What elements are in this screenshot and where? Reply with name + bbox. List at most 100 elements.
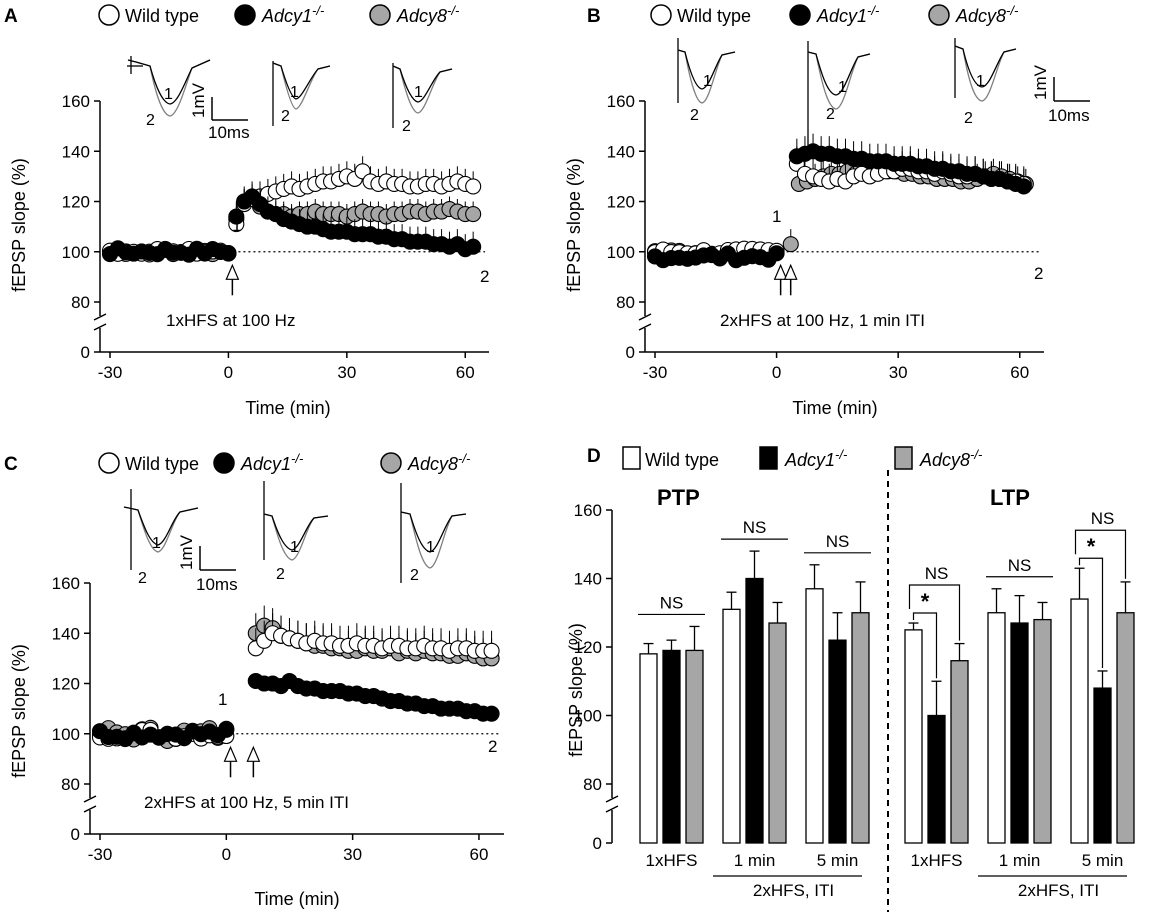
point-label-1: 1 [218, 690, 227, 709]
trace-label-1: 1 [164, 86, 173, 103]
panel-a: A Wild type Adcy1-/- Adcy8-/- 1 2 1 2 [4, 3, 489, 418]
bar-adcy8 [1033, 618, 1052, 844]
legend-marker-adcy1 [759, 446, 778, 470]
plot-area: 0 80 100 120 140 160 1xHFS 1 min 5 min 1xHFS 1 min… [574, 501, 1135, 900]
x-axis-title: Time (min) [245, 398, 330, 418]
y-tick-label: 160 [62, 92, 90, 111]
x-tick-label: 30 [343, 845, 362, 864]
fepsp-trace-wild-type: 1 2 [677, 38, 736, 124]
scale-bar-vertical-label: 1mV [189, 82, 208, 118]
legend-label-wild-type: Wild type [645, 450, 719, 470]
stimulus-arrow [223, 745, 238, 762]
y-tick-label: 0 [71, 825, 80, 844]
legend-label-wild-type: Wild type [125, 454, 199, 474]
y-tick-label: 140 [62, 142, 90, 161]
panel-d: D Wild type Adcy1-/- Adcy8-/- PTP LTP 0 8… [566, 446, 1135, 912]
panel-c: C Wild type Adcy1-/- Adcy8-/- 1 2 1 2 1 … [4, 451, 504, 909]
subgroup-label-ptp: 2xHFS, ITI [753, 881, 834, 900]
trace-label-2: 2 [402, 118, 411, 135]
y-tick-label: 160 [607, 92, 635, 111]
legend-marker-wild-type [622, 446, 641, 470]
fepsp-trace-adcy1: 1 2 [263, 481, 329, 583]
bar-wild-type [987, 612, 1006, 844]
y-tick-label: 120 [62, 193, 90, 212]
panel-b: B Wild type Adcy1-/- Adcy8-/- 1 2 1 2 1 … [564, 3, 1090, 418]
x-category-label: 5 min [1082, 851, 1124, 870]
y-axis-title: fEPSP slope (%) [9, 644, 29, 778]
legend-marker-adcy1 [234, 4, 256, 26]
legend-label-adcy1: Adcy1-/- [240, 451, 304, 474]
axis-break [93, 323, 107, 331]
bar-wild-type [805, 588, 824, 844]
fepsp-trace-wild-type: 1 2 [127, 56, 211, 129]
stimulus-arrow [773, 263, 788, 280]
stimulus-arrow [783, 263, 798, 280]
x-tick-label: 60 [456, 363, 475, 382]
scale-bar: 1mV 10ms [177, 534, 238, 594]
legend-label-wild-type: Wild type [125, 6, 199, 26]
bar-adcy8 [768, 622, 787, 844]
x-tick-label: 0 [772, 363, 781, 382]
fepsp-trace-adcy8: 1 2 [400, 483, 467, 584]
data-point-adcy1 [228, 208, 245, 225]
x-category-label: 1xHFS [911, 851, 963, 870]
y-tick-label: 140 [52, 624, 80, 643]
legend-label-adcy8: Adcy8-/- [407, 451, 471, 474]
data-point-wild-type [465, 178, 482, 195]
legend-marker-wild-type [98, 452, 120, 474]
data-point-adcy8 [465, 206, 482, 223]
y-tick-label: 120 [607, 193, 635, 212]
x-tick-label: -30 [88, 845, 113, 864]
y-tick-label: 140 [607, 142, 635, 161]
trace-label-2: 2 [826, 106, 835, 123]
axis-break [638, 313, 652, 321]
fepsp-trace-adcy8: 1 2 [392, 63, 453, 135]
y-tick-label: 0 [81, 343, 90, 362]
panel-letter: C [4, 454, 18, 475]
significance-label: NS [1008, 556, 1032, 575]
y-tick-label: 140 [574, 570, 602, 589]
protocol-label: 2xHFS at 100 Hz, 5 min ITI [144, 793, 349, 812]
trace-label-1: 1 [290, 539, 299, 556]
trace-label-1: 1 [290, 84, 299, 101]
legend-marker-adcy8 [380, 452, 402, 474]
significance-label: NS [743, 518, 767, 537]
trace-label-2: 2 [410, 567, 419, 584]
trace-label-1: 1 [414, 84, 423, 101]
x-category-label: 1xHFS [646, 851, 698, 870]
trace-label-2: 2 [146, 112, 155, 129]
plot-area: 0 80 100 120 140 160 -30 0 30 60 [52, 574, 504, 864]
y-tick-label: 120 [52, 675, 80, 694]
scale-bar-horizontal-label: 10ms [208, 123, 250, 142]
data-point-adcy1 [220, 245, 237, 262]
y-tick-label: 80 [583, 775, 602, 794]
legend-label-adcy8: Adcy8-/- [396, 3, 460, 26]
significance-star: * [921, 589, 930, 614]
legend-marker-adcy8 [369, 4, 391, 26]
data-point-adcy1 [1015, 178, 1032, 195]
x-tick-label: -30 [643, 363, 668, 382]
point-label-2: 2 [480, 267, 489, 286]
significance-label: NS [826, 532, 850, 551]
legend-marker-adcy8 [894, 446, 913, 470]
y-axis-title: fEPSP slope (%) [564, 158, 584, 292]
axis-break [605, 795, 619, 803]
bar-adcy1 [1093, 687, 1112, 844]
bar-adcy8 [950, 660, 969, 844]
trace-label-2: 2 [690, 107, 699, 124]
bar-wild-type [904, 629, 923, 844]
significance-label: NS [925, 564, 949, 583]
axis-break [83, 805, 97, 813]
plot-area: 0 80 100 120 140 160 -30 0 30 60 [607, 92, 1044, 382]
y-tick-label: 100 [52, 725, 80, 744]
y-tick-label: 120 [574, 638, 602, 657]
bar-adcy1 [745, 577, 764, 844]
x-axis-title: Time (min) [792, 398, 877, 418]
group-title-ptp: PTP [657, 485, 700, 510]
x-tick-label: -30 [98, 363, 123, 382]
bar-adcy1 [927, 714, 946, 844]
x-tick-label: 60 [469, 845, 488, 864]
bar-wild-type [722, 608, 741, 844]
bar-adcy1 [662, 649, 681, 844]
y-tick-label: 80 [616, 293, 635, 312]
